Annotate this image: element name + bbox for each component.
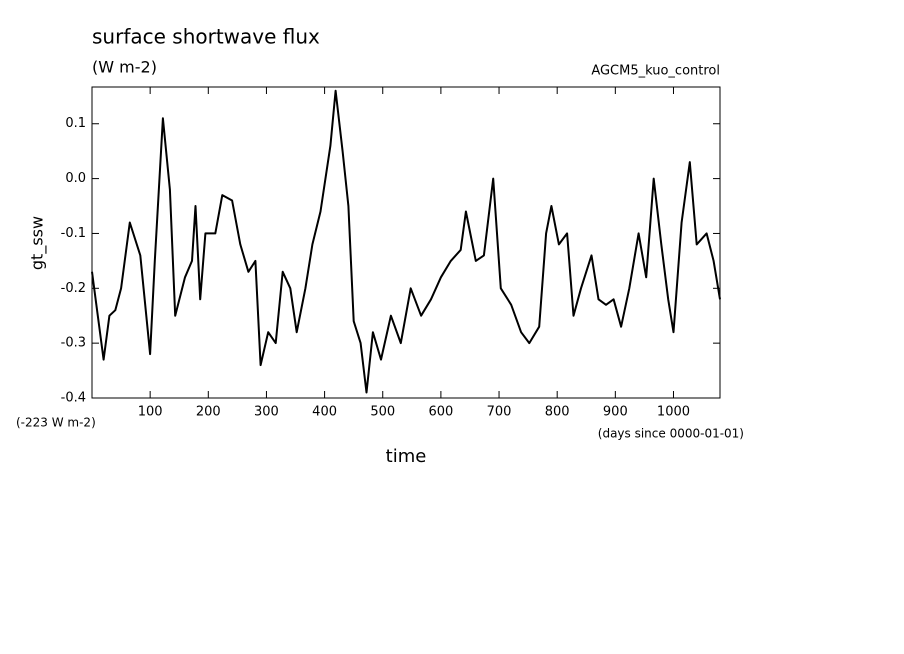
- x-tick-label: 100: [138, 405, 163, 420]
- chart-title: surface shortwave flux: [92, 25, 320, 49]
- x-tick-label: 900: [603, 405, 628, 420]
- data-line: [91, 89, 721, 394]
- y-tick-label: -0.2: [61, 281, 86, 296]
- x-tick-label: 700: [487, 405, 512, 420]
- x-tick-label: 800: [545, 405, 570, 420]
- y-tick-label: 0.1: [65, 116, 86, 131]
- x-units: (days since 0000-01-01): [598, 427, 744, 441]
- y-tick-label: 0.0: [65, 171, 86, 186]
- y-tick-label: -0.3: [61, 336, 86, 351]
- x-tick-label: 1000: [657, 405, 690, 420]
- chart-subtitle: (W m-2): [92, 58, 157, 77]
- x-tick-label: 600: [428, 405, 453, 420]
- x-tick-label: 400: [312, 405, 337, 420]
- x-axis-label: time: [386, 446, 427, 467]
- x-tick-label: 500: [370, 405, 395, 420]
- y-axis-label: gt_ssw: [28, 216, 48, 270]
- y-tick-label: -0.1: [61, 226, 86, 241]
- x-tick-label: 300: [254, 405, 279, 420]
- annotation: AGCM5_kuo_control: [591, 64, 720, 79]
- x-tick-label: 200: [196, 405, 221, 420]
- plot-frame: [91, 86, 721, 399]
- offset-note: (-223 W m-2): [16, 416, 96, 430]
- y-tick-label: -0.4: [61, 391, 86, 406]
